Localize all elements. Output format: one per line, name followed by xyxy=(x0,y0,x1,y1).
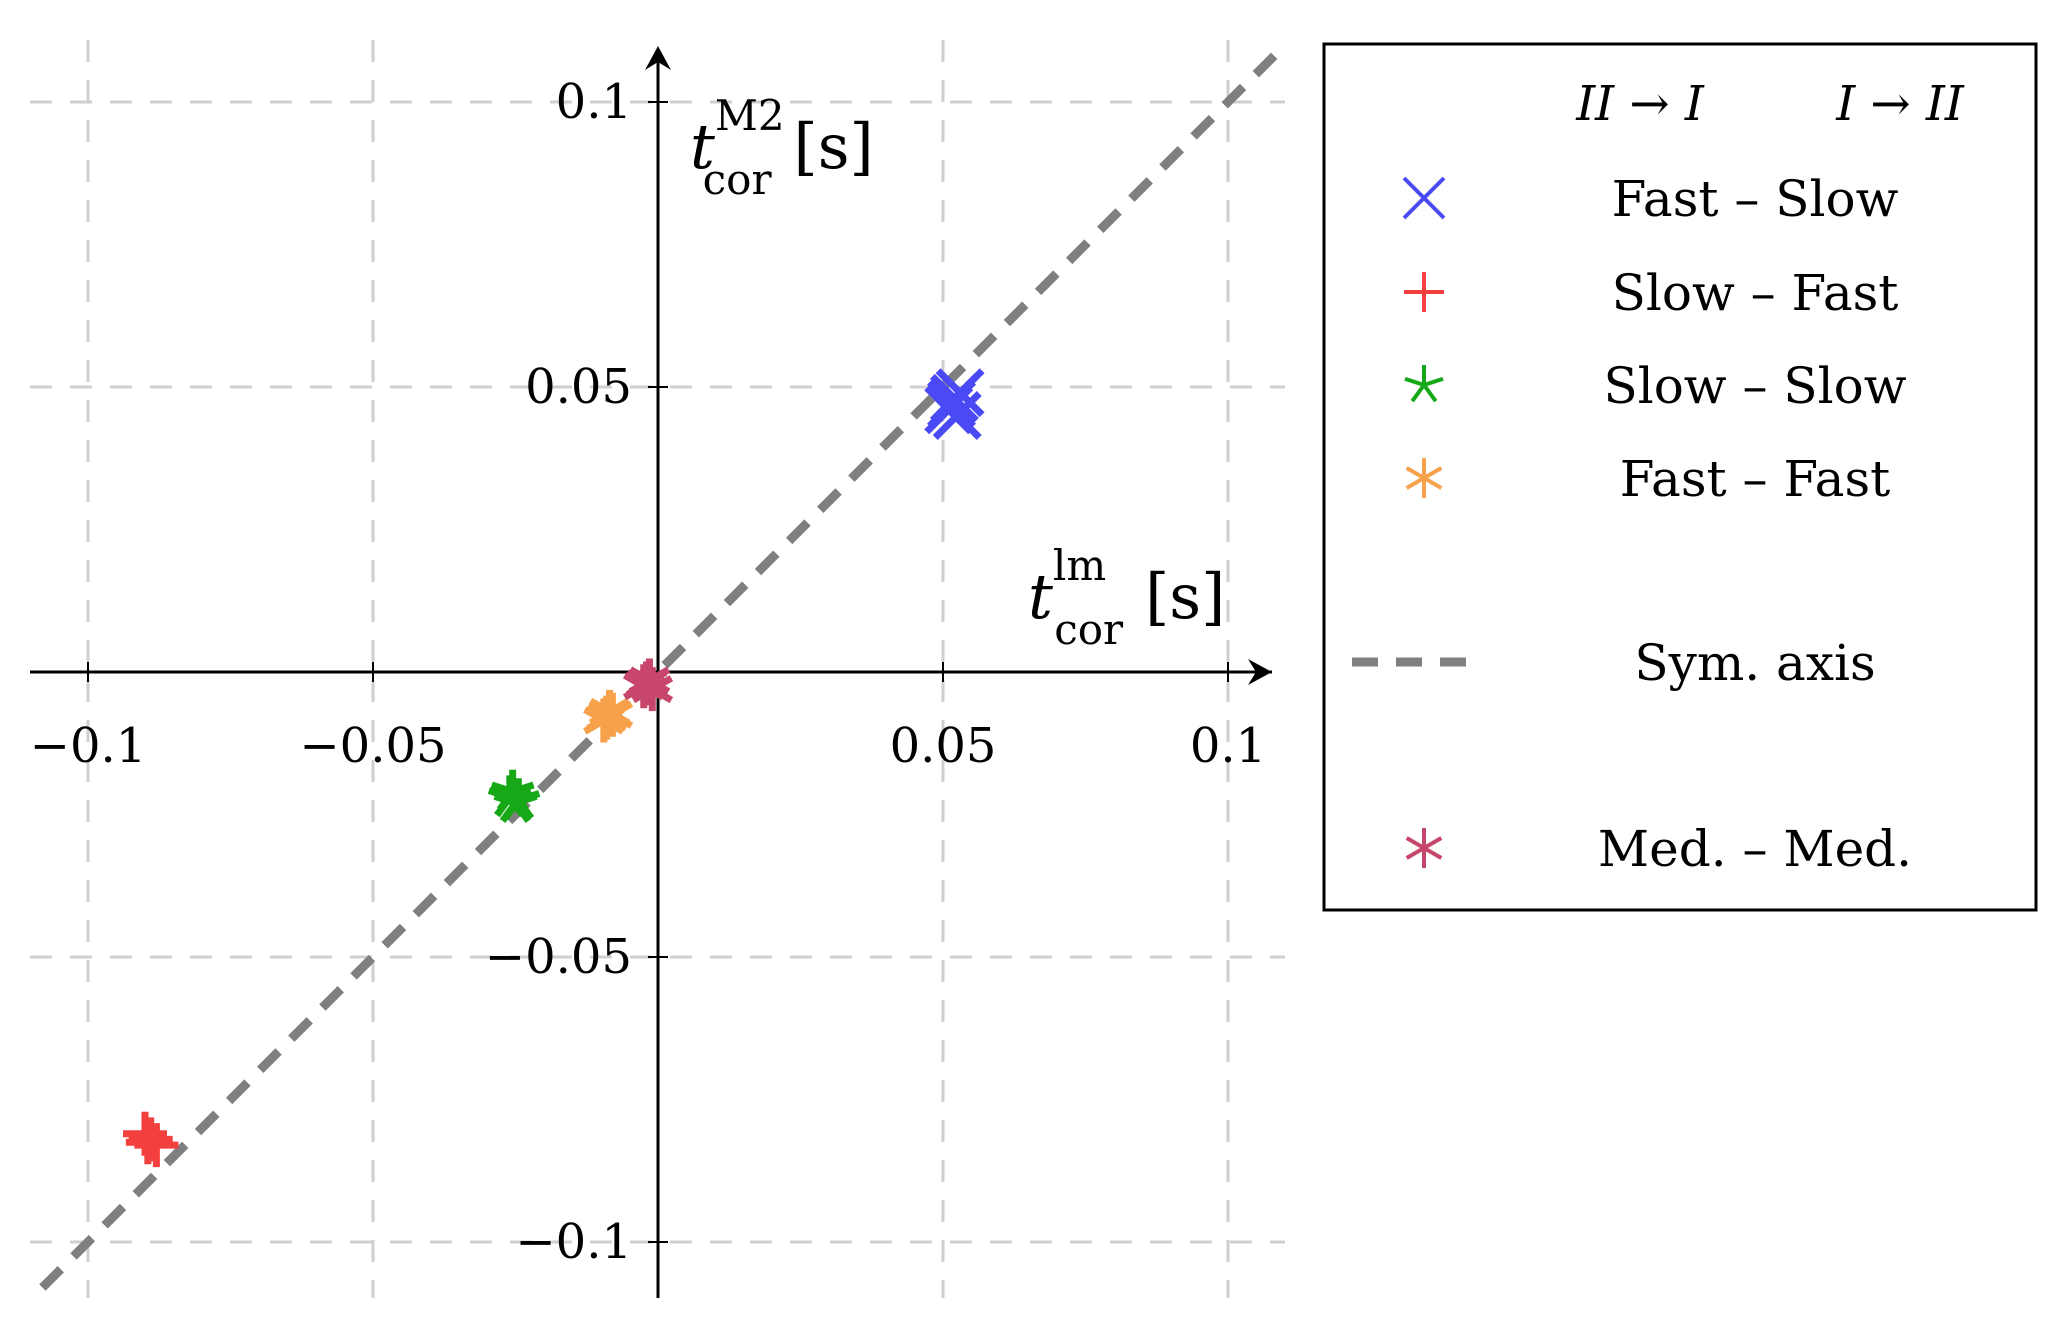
data-point xyxy=(927,379,977,429)
data-points xyxy=(123,368,985,1168)
legend-marker xyxy=(1405,836,1443,860)
legend-marker xyxy=(1410,383,1426,403)
data-point xyxy=(496,790,520,804)
x-tick-label: −0.1 xyxy=(30,718,147,774)
series-4 xyxy=(622,658,674,712)
y-axis-arrow xyxy=(645,46,671,70)
data-point xyxy=(591,700,634,729)
data-point xyxy=(932,391,982,440)
legend-marker xyxy=(1402,176,1446,220)
series-2 xyxy=(487,769,541,823)
legend-label-fast-fast: Fast – Fast xyxy=(1620,450,1891,508)
ticks: −0.1 −0.05 0.05 0.1 0.1 0.05 −0.05 −0.1 xyxy=(30,74,1266,1270)
legend-marker xyxy=(1404,376,1425,387)
y-tick-label: −0.1 xyxy=(515,1214,632,1270)
series-0 xyxy=(924,368,985,440)
grid xyxy=(30,40,1285,1298)
legend-box xyxy=(1322,42,2038,912)
data-point xyxy=(622,672,665,701)
legend-label-slow-slow: Slow – Slow xyxy=(1603,357,1906,415)
legend-header-col2: I → II xyxy=(1835,76,1965,132)
x-axis-arrow xyxy=(1248,659,1272,685)
legend-marker xyxy=(1423,376,1444,387)
legend-label-med-med: Med. – Med. xyxy=(1598,820,1912,878)
x-tick-label: −0.05 xyxy=(299,718,446,774)
series-1 xyxy=(123,1111,179,1168)
series-3 xyxy=(583,689,634,743)
legend-marker xyxy=(1422,383,1438,403)
legend-label-sym-axis: Sym. axis xyxy=(1634,634,1875,692)
sym-axis-group xyxy=(39,47,1283,1291)
x-axis-label: tlm cor [s] xyxy=(1028,541,1225,654)
legend-label-slow-fast: Slow – Fast xyxy=(1612,264,1899,322)
x-tick-label: 0.1 xyxy=(1190,718,1266,774)
x-tick-label: 0.05 xyxy=(890,718,997,774)
legend-markers xyxy=(1402,176,1446,868)
y-axis-label: tM2 cor [s] xyxy=(690,91,874,204)
y-tick-label: 0.05 xyxy=(525,359,632,415)
y-tick-label: 0.1 xyxy=(556,74,632,130)
legend-header-col1: II → I xyxy=(1575,76,1705,132)
legend-label-fast-slow: Fast – Slow xyxy=(1612,170,1899,228)
sym-axis-line xyxy=(39,47,1283,1291)
legend-marker xyxy=(1405,466,1443,490)
y-tick-label: −0.05 xyxy=(485,929,632,985)
legend: II → I I → II Fast – Slow Slow – Fast Sl… xyxy=(1322,42,2038,912)
data-point xyxy=(490,781,514,796)
